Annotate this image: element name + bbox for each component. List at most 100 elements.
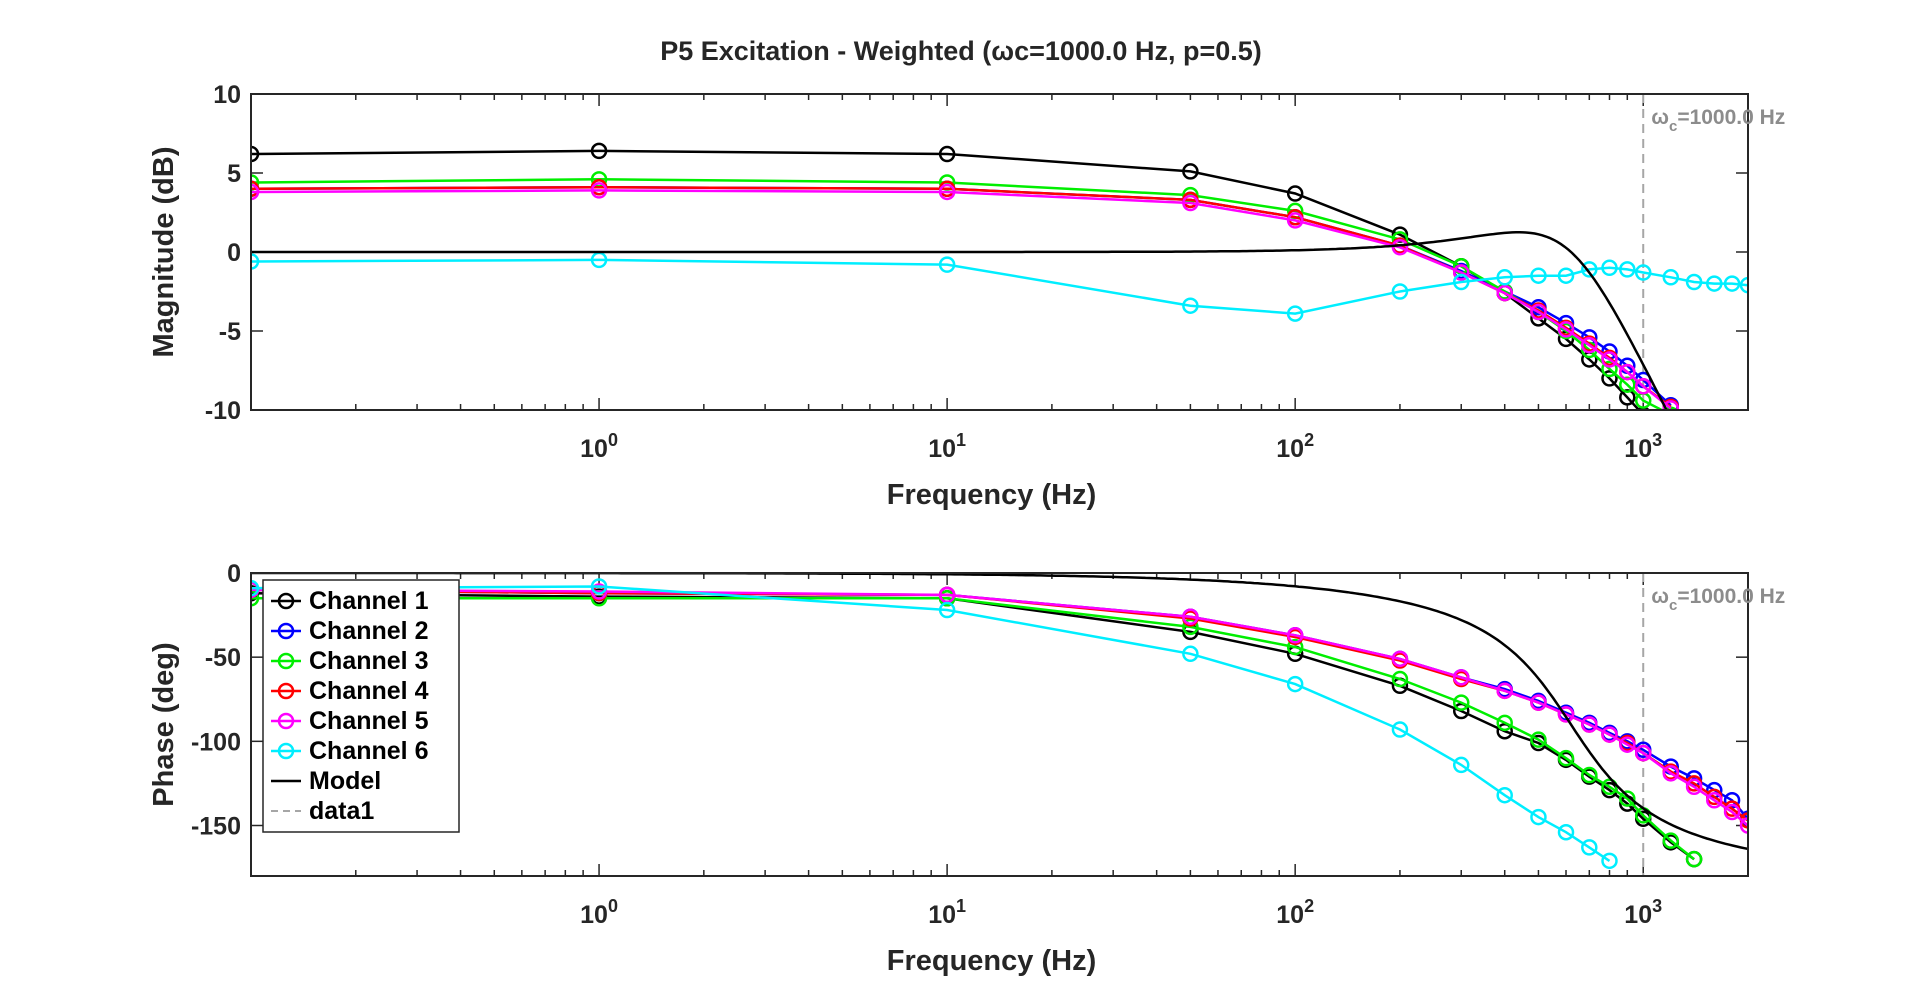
data-point-channel-5 [1496, 284, 1513, 302]
data-point-channel-5 [1530, 694, 1547, 711]
x-tick-label: 103 [1624, 430, 1662, 463]
data-point-channel-6 [590, 578, 608, 595]
data-point-channel-6 [1286, 305, 1304, 322]
data-point-channel-1 [1619, 389, 1636, 406]
legend-label: Channel 6 [309, 737, 428, 765]
data-point-channel-5 [1662, 400, 1680, 410]
x-tick-label: 100 [580, 896, 618, 929]
data-point-channel-3 [1685, 850, 1703, 868]
data-point-channel-1 [1286, 185, 1304, 202]
x-tick-label: 101 [928, 430, 966, 463]
data-point-channel-5 [1634, 744, 1652, 762]
data-point-channel-5 [1286, 212, 1304, 229]
y-tick-label: -100 [191, 728, 241, 756]
phase-axes: -150 -100 -50 0 100 101 102 103 Frequency (Hz) Ph… [148, 560, 1785, 977]
legend-label: data1 [309, 797, 374, 825]
cutoff-annotation: ωc=1000.0 Hz [1651, 106, 1785, 135]
data-point-channel-6 [1452, 756, 1470, 774]
data-point-channel-1 [1182, 163, 1199, 180]
legend-label: Channel 4 [309, 677, 429, 705]
data-point-channel-5 [590, 182, 608, 199]
legend-item-channel-2: Channel 2 [271, 617, 428, 645]
legend-item-model: Model [271, 767, 381, 795]
data-point-channel-3 [1452, 694, 1470, 711]
x-tick-label: 103 [1624, 896, 1662, 929]
data-point-channel-6 [1496, 786, 1513, 804]
data-point-channel-3 [1619, 790, 1636, 807]
legend-marker [277, 712, 295, 730]
x-tick-label: 100 [580, 430, 618, 463]
legend-item-channel-3: Channel 3 [271, 647, 428, 675]
y-tick-label: 0 [227, 560, 241, 588]
data-point-channel-5 [1452, 669, 1470, 686]
data-point-channel-5 [1530, 303, 1547, 321]
data-point-channel-3 [1286, 638, 1304, 656]
data-point-channel-1 [1391, 226, 1409, 243]
x-axis-label: Frequency (Hz) [887, 479, 1096, 511]
series-line-channel-5 [251, 588, 1748, 827]
data-point-channel-5 [1496, 682, 1513, 700]
data-point-channel-5 [1619, 736, 1636, 753]
data-point-channel-6 [1619, 261, 1636, 278]
data-point-channel-6 [1601, 259, 1618, 277]
data-point-channel-3 [1496, 714, 1513, 732]
legend-label: Channel 3 [309, 647, 428, 675]
data-point-channel-6 [1581, 839, 1598, 856]
data-point-channel-5 [1286, 627, 1304, 644]
data-point-channel-6 [1662, 269, 1680, 286]
data-point-channel-3 [251, 590, 260, 607]
data-point-channel-6 [1739, 276, 1748, 294]
data-point-channel-5 [1601, 351, 1618, 368]
series-line-channel-1 [251, 591, 1695, 861]
data-point-channel-6 [1557, 823, 1575, 841]
data-point-channel-3 [251, 174, 260, 191]
data-point-channel-3 [1557, 749, 1575, 767]
y-tick-label: 10 [213, 81, 241, 109]
data-point-channel-5 [251, 183, 260, 201]
magnitude-axes: -10 -5 0 5 10 100 101 102 103 Frequency (Hz) Magni… [148, 81, 1785, 511]
data-point-channel-5 [1706, 792, 1723, 809]
data-point-channel-5 [1685, 778, 1703, 796]
data-point-channel-6 [1530, 267, 1547, 284]
x-tick-label: 101 [928, 896, 966, 929]
data-point-channel-6 [251, 253, 260, 270]
data-point-channel-5 [590, 583, 608, 600]
legend-label: Channel 2 [309, 617, 428, 645]
data-point-channel-6 [1723, 275, 1741, 292]
x-tick-label: 102 [1276, 896, 1314, 929]
legend-box [262, 579, 460, 833]
legend-marker [277, 592, 295, 610]
series-line-channel-6 [251, 258, 1748, 315]
series-layer [251, 94, 1748, 410]
x-tick-label: 102 [1276, 430, 1314, 463]
series-layer [251, 573, 1748, 876]
series-line-channel-6 [251, 585, 1611, 862]
data-point-channel-6 [1581, 261, 1598, 278]
legend-item-channel-1: Channel 1 [271, 587, 429, 615]
data-point-channel-5 [1739, 817, 1748, 834]
legend-label: Model [309, 767, 381, 795]
data-point-channel-1 [938, 145, 956, 163]
y-tick-label: 0 [227, 239, 241, 267]
data-point-channel-3 [1530, 731, 1547, 748]
data-point-channel-5 [1391, 239, 1409, 256]
legend-item-channel-4: Channel 4 [271, 677, 429, 705]
data-point-channel-5 [1723, 803, 1741, 821]
data-point-channel-3 [1581, 766, 1598, 784]
data-point-channel-6 [1391, 283, 1409, 300]
data-point-channel-3 [1601, 360, 1618, 378]
data-point-channel-6 [1530, 808, 1547, 826]
data-point-channel-3 [1182, 618, 1199, 636]
axes-box [250, 572, 1749, 877]
data-point-channel-5 [1182, 194, 1199, 212]
legend-marker [277, 622, 295, 640]
data-point-channel-6 [1557, 267, 1575, 284]
data-point-channel-6 [1452, 273, 1470, 291]
legend-item-channel-5: Channel 5 [271, 707, 429, 735]
legend-label: Channel 1 [309, 587, 429, 615]
y-axis-label: Phase (deg) [148, 642, 180, 806]
legend-item-channel-6: Channel 6 [271, 737, 428, 765]
series-line-channel-3 [251, 597, 1695, 861]
